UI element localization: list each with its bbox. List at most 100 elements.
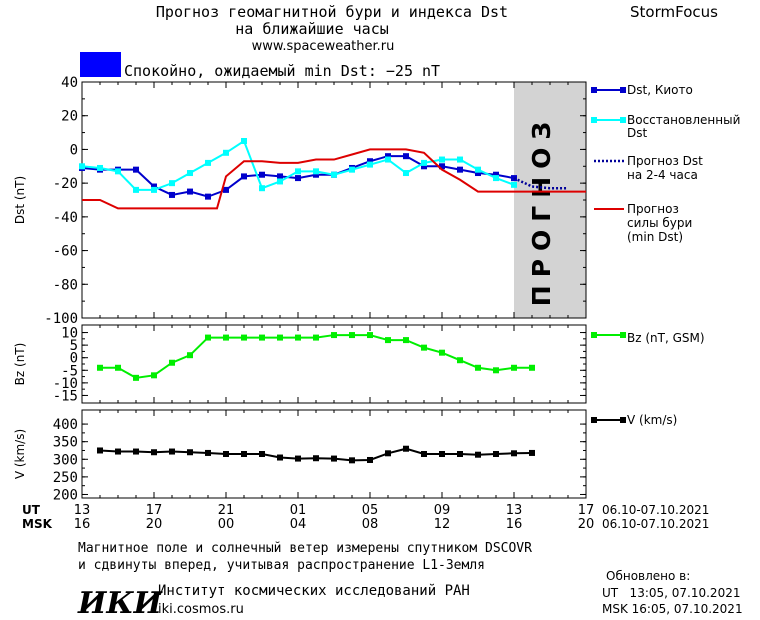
svg-text:V (km/s): V (km/s): [627, 413, 677, 427]
data-point: [457, 156, 463, 163]
svg-text:(min Dst): (min Dst): [627, 230, 683, 244]
data-point: [151, 183, 157, 190]
data-point: [259, 185, 265, 192]
data-point: [79, 163, 85, 170]
data-point: [403, 153, 409, 160]
ut-tick-label: 13: [74, 503, 91, 518]
data-point: [169, 191, 175, 198]
title-line-1: Прогноз геомагнитной бури и индекса Dst: [156, 3, 508, 21]
updated-ut: UT 13:05, 07.10.2021: [602, 586, 740, 600]
data-point: [367, 161, 373, 168]
data-point: [313, 168, 319, 175]
y-tick-label: 5: [70, 338, 78, 354]
y-tick-label: -5: [61, 363, 78, 379]
data-point: [295, 175, 301, 182]
svg-text:силы бури: силы бури: [627, 216, 692, 230]
data-point: [259, 451, 265, 457]
data-point: [367, 456, 373, 463]
legend-v: V (km/s): [591, 413, 677, 427]
data-point: [187, 188, 193, 195]
y-tick-label: -60: [53, 244, 78, 260]
data-point: [169, 448, 175, 455]
data-point: [151, 449, 157, 456]
legend-restored-dst: Восстановленный Dst: [591, 113, 740, 140]
ut-tick-label: 17: [578, 503, 595, 518]
ut-tick-label: 09: [434, 503, 451, 518]
data-point: [385, 450, 391, 457]
msk-tick-label: 20: [578, 517, 595, 532]
data-point: [313, 455, 319, 462]
svg-text:Dst, Киото: Dst, Киото: [627, 83, 693, 97]
data-point: [511, 450, 517, 457]
data-point: [133, 166, 139, 173]
data-point: [295, 455, 301, 462]
svg-text:Dst: Dst: [627, 126, 647, 140]
y-tick-label: 40: [61, 75, 78, 91]
data-point: [115, 364, 121, 371]
msk-tick-label: 16: [506, 517, 523, 532]
ut-tick-label: 17: [146, 503, 163, 518]
data-point: [313, 171, 319, 178]
data-point: [457, 166, 463, 173]
data-point: [295, 334, 301, 341]
data-point: [205, 159, 211, 166]
msk-tick-label: 04: [290, 517, 307, 532]
data-point: [421, 159, 427, 166]
forecast-band: [514, 82, 586, 318]
legend-bz: Bz (nT, GSM): [591, 331, 705, 345]
y-tick-label: 300: [53, 452, 78, 468]
bz-axis-label: Bz (nT): [13, 343, 27, 386]
institute-name: Институт космических исследований РАН: [158, 583, 470, 599]
data-point: [475, 364, 481, 371]
legend-forecast-dst: Прогноз Dst на 2-4 часа: [594, 154, 703, 182]
data-point: [115, 448, 121, 455]
data-point: [151, 372, 157, 379]
data-point: [133, 186, 139, 193]
msk-tick-label: 00: [218, 517, 235, 532]
status-color-swatch: [80, 52, 121, 77]
svg-text:Прогноз: Прогноз: [627, 202, 679, 216]
data-point: [457, 451, 463, 457]
data-point: [439, 163, 445, 170]
data-point: [403, 337, 409, 344]
msk-label: MSK: [22, 517, 53, 531]
data-point: [97, 364, 103, 371]
data-point: [205, 193, 211, 200]
dst-axis-label: Dst (nT): [13, 176, 27, 224]
data-point: [511, 181, 517, 188]
data-point: [295, 168, 301, 175]
y-tick-label: -10: [53, 376, 78, 392]
legend-dst-kyoto: Dst, Киото: [591, 83, 693, 97]
data-point: [331, 332, 337, 339]
y-tick-label: -15: [53, 388, 78, 404]
site-url: www.spaceweather.ru: [252, 39, 395, 54]
y-tick-label: 0: [70, 351, 78, 367]
data-point: [493, 451, 499, 457]
data-point: [493, 367, 499, 374]
svg-text:Восстановленный: Восстановленный: [627, 113, 740, 127]
data-point: [349, 457, 355, 464]
data-point: [259, 334, 265, 341]
data-point: [151, 186, 157, 193]
msk-tick-label: 16: [74, 517, 91, 532]
data-point: [421, 163, 427, 170]
iki-logo: ИКИ: [77, 586, 164, 620]
data-point: [439, 156, 445, 163]
data-point: [331, 455, 337, 462]
footer-note-line-1: Магнитное поле и солнечный ветер измерен…: [78, 541, 532, 556]
data-point: [277, 173, 283, 180]
y-tick-label: 250: [53, 470, 78, 486]
forecast-band-label: ПРОГНОЗ: [527, 114, 556, 306]
data-point: [97, 447, 103, 454]
data-point: [439, 349, 445, 356]
data-point: [133, 448, 139, 455]
svg-text:Прогноз Dst: Прогноз Dst: [627, 154, 703, 168]
data-point: [241, 173, 247, 180]
ut-tick-label: 05: [362, 503, 379, 518]
ut-tick-label: 13: [506, 503, 523, 518]
data-point: [349, 332, 355, 339]
svg-text:Bz (nT, GSM): Bz (nT, GSM): [627, 331, 705, 345]
data-point: [259, 171, 265, 178]
